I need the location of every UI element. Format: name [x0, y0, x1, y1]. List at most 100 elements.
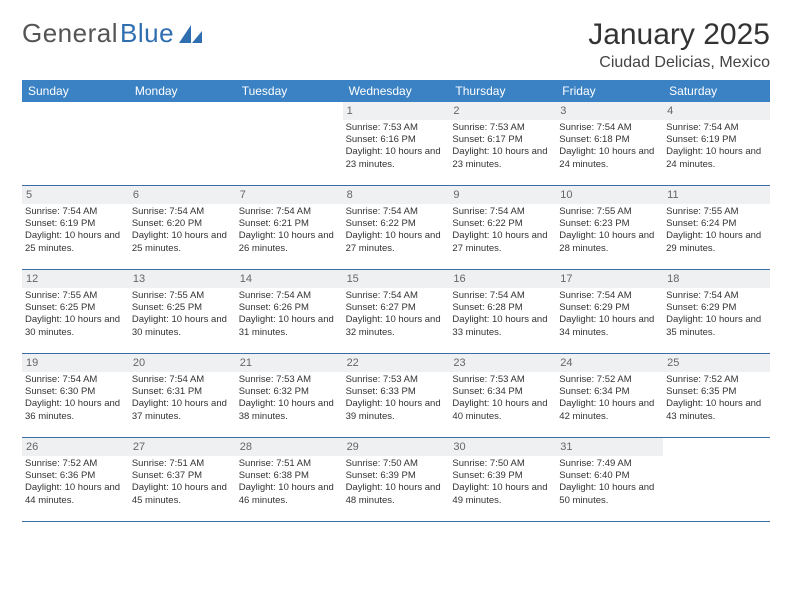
day-detail: Sunrise: 7:54 AMSunset: 6:30 PMDaylight:…: [22, 374, 129, 423]
day-detail: Sunrise: 7:53 AMSunset: 6:16 PMDaylight:…: [343, 122, 450, 171]
calendar-cell: 7Sunrise: 7:54 AMSunset: 6:21 PMDaylight…: [236, 186, 343, 270]
calendar-cell: 19 Sunrise: 7:54 AMSunset: 6:30 PMDayligh…: [22, 354, 129, 438]
day-number: 27: [129, 438, 236, 456]
calendar-cell: 12 Sunrise: 7:55 AMSunset: 6:25 PMDayligh…: [22, 270, 129, 354]
day-detail: Sunrise: 7:54 AMSunset: 6:26 PMDaylight:…: [236, 290, 343, 339]
weekday-header: Sunday Monday Tuesday Wednesday Thursday…: [22, 80, 770, 102]
day-detail: Sunrise: 7:54 AMSunset: 6:28 PMDaylight:…: [449, 290, 556, 339]
day-number: 13: [129, 270, 236, 288]
day-detail: Sunrise: 7:53 AMSunset: 6:33 PMDaylight:…: [343, 374, 450, 423]
calendar-cell: 6 Sunrise: 7:54 AMSunset: 6:20 PMDaylight…: [129, 186, 236, 270]
calendar-cell: 24 Sunrise: 7:52 AMSunset: 6:34 PMDayligh…: [556, 354, 663, 438]
calendar-cell: 17 Sunrise: 7:54 AMSunset: 6:29 PMDayligh…: [556, 270, 663, 354]
weekday-wednesday: Wednesday: [343, 80, 450, 102]
day-number: 12: [22, 270, 129, 288]
calendar-cell: 5 Sunrise: 7:54 AMSunset: 6:19 PMDaylight…: [22, 186, 129, 270]
day-detail: Sunrise: 7:54 AMSunset: 6:22 PMDaylight:…: [449, 206, 556, 255]
day-number: 10: [556, 186, 663, 204]
calendar-cell: 13 Sunrise: 7:55 AMSunset: 6:25 PMDayligh…: [129, 270, 236, 354]
day-number: 5: [22, 186, 129, 204]
calendar-cell: 18 Sunrise: 7:54 AMSunset: 6:29 PMDayligh…: [663, 270, 770, 354]
day-number: 6: [129, 186, 236, 204]
day-number: 14: [236, 270, 343, 288]
day-number: 29: [343, 438, 450, 456]
calendar-cell: 26 Sunrise: 7:52 AMSunset: 6:36 PMDayligh…: [22, 438, 129, 522]
header: GeneralBlue January 2025 Ciudad Delicias…: [22, 18, 770, 72]
day-detail: Sunrise: 7:52 AMSunset: 6:36 PMDaylight:…: [22, 458, 129, 507]
day-detail: Sunrise: 7:55 AMSunset: 6:25 PMDaylight:…: [22, 290, 129, 339]
day-number: 17: [556, 270, 663, 288]
calendar-cell: 27Sunrise: 7:51 AMSunset: 6:37 PMDayligh…: [129, 438, 236, 522]
logo-word1: General: [22, 18, 118, 49]
weekday-monday: Monday: [129, 80, 236, 102]
month-title: January 2025: [588, 18, 770, 52]
logo: GeneralBlue: [22, 18, 204, 49]
calendar-cell: 22 Sunrise: 7:53 AMSunset: 6:33 PMDayligh…: [343, 354, 450, 438]
day-detail: Sunrise: 7:54 AMSunset: 6:20 PMDaylight:…: [129, 206, 236, 255]
day-number: 15: [343, 270, 450, 288]
calendar-cell: [129, 102, 236, 186]
day-detail: Sunrise: 7:55 AMSunset: 6:24 PMDaylight:…: [663, 206, 770, 255]
day-detail: Sunrise: 7:49 AMSunset: 6:40 PMDaylight:…: [556, 458, 663, 507]
day-detail: Sunrise: 7:54 AMSunset: 6:29 PMDaylight:…: [556, 290, 663, 339]
weekday-saturday: Saturday: [663, 80, 770, 102]
calendar-cell: 3 Sunrise: 7:54 AMSunset: 6:18 PMDaylight…: [556, 102, 663, 186]
day-number: 28: [236, 438, 343, 456]
day-number: 25: [663, 354, 770, 372]
day-detail: Sunrise: 7:53 AMSunset: 6:32 PMDaylight:…: [236, 374, 343, 423]
calendar-cell: 20 Sunrise: 7:54 AMSunset: 6:31 PMDayligh…: [129, 354, 236, 438]
title-block: January 2025 Ciudad Delicias, Mexico: [588, 18, 770, 72]
calendar-cell: 8Sunrise: 7:54 AMSunset: 6:22 PMDaylight…: [343, 186, 450, 270]
day-number: 24: [556, 354, 663, 372]
location: Ciudad Delicias, Mexico: [588, 54, 770, 72]
calendar-cell: 21Sunrise: 7:53 AMSunset: 6:32 PMDayligh…: [236, 354, 343, 438]
day-detail: Sunrise: 7:54 AMSunset: 6:19 PMDaylight:…: [22, 206, 129, 255]
calendar-cell: [663, 438, 770, 522]
calendar-cell: 23Sunrise: 7:53 AMSunset: 6:34 PMDayligh…: [449, 354, 556, 438]
day-detail: Sunrise: 7:52 AMSunset: 6:34 PMDaylight:…: [556, 374, 663, 423]
logo-sail-icon: [178, 23, 204, 45]
day-detail: Sunrise: 7:54 AMSunset: 6:29 PMDaylight:…: [663, 290, 770, 339]
day-number: 26: [22, 438, 129, 456]
day-number: 3: [556, 102, 663, 120]
day-detail: Sunrise: 7:54 AMSunset: 6:31 PMDaylight:…: [129, 374, 236, 423]
calendar: Sunday Monday Tuesday Wednesday Thursday…: [22, 80, 770, 522]
day-detail: Sunrise: 7:54 AMSunset: 6:19 PMDaylight:…: [663, 122, 770, 171]
day-detail: Sunrise: 7:54 AMSunset: 6:18 PMDaylight:…: [556, 122, 663, 171]
calendar-cell: 16 Sunrise: 7:54 AMSunset: 6:28 PMDayligh…: [449, 270, 556, 354]
calendar-cell: [236, 102, 343, 186]
day-number: 22: [343, 354, 450, 372]
day-detail: Sunrise: 7:55 AMSunset: 6:25 PMDaylight:…: [129, 290, 236, 339]
day-number: 9: [449, 186, 556, 204]
calendar-cell: 2Sunrise: 7:53 AMSunset: 6:17 PMDaylight…: [449, 102, 556, 186]
day-detail: Sunrise: 7:51 AMSunset: 6:38 PMDaylight:…: [236, 458, 343, 507]
calendar-cell: 30 Sunrise: 7:50 AMSunset: 6:39 PMDayligh…: [449, 438, 556, 522]
day-number: 23: [449, 354, 556, 372]
logo-word2: Blue: [120, 18, 174, 49]
calendar-cell: 25 Sunrise: 7:52 AMSunset: 6:35 PMDayligh…: [663, 354, 770, 438]
calendar-cell: 14 Sunrise: 7:54 AMSunset: 6:26 PMDayligh…: [236, 270, 343, 354]
calendar-cell: 11Sunrise: 7:55 AMSunset: 6:24 PMDayligh…: [663, 186, 770, 270]
day-detail: Sunrise: 7:54 AMSunset: 6:21 PMDaylight:…: [236, 206, 343, 255]
day-detail: Sunrise: 7:52 AMSunset: 6:35 PMDaylight:…: [663, 374, 770, 423]
day-detail: Sunrise: 7:50 AMSunset: 6:39 PMDaylight:…: [343, 458, 450, 507]
day-detail: Sunrise: 7:53 AMSunset: 6:17 PMDaylight:…: [449, 122, 556, 171]
day-number: 16: [449, 270, 556, 288]
day-detail: Sunrise: 7:54 AMSunset: 6:22 PMDaylight:…: [343, 206, 450, 255]
calendar-body: 1 Sunrise: 7:53 AMSunset: 6:16 PMDaylight…: [22, 102, 770, 522]
day-number: 31: [556, 438, 663, 456]
day-number: 19: [22, 354, 129, 372]
day-number: 20: [129, 354, 236, 372]
calendar-cell: 29 Sunrise: 7:50 AMSunset: 6:39 PMDayligh…: [343, 438, 450, 522]
calendar-cell: 15Sunrise: 7:54 AMSunset: 6:27 PMDayligh…: [343, 270, 450, 354]
calendar-cell: 1 Sunrise: 7:53 AMSunset: 6:16 PMDaylight…: [343, 102, 450, 186]
calendar-cell: 31 Sunrise: 7:49 AMSunset: 6:40 PMDayligh…: [556, 438, 663, 522]
weekday-thursday: Thursday: [449, 80, 556, 102]
day-number: 1: [343, 102, 450, 120]
day-detail: Sunrise: 7:50 AMSunset: 6:39 PMDaylight:…: [449, 458, 556, 507]
weekday-friday: Friday: [556, 80, 663, 102]
day-number: 18: [663, 270, 770, 288]
day-detail: Sunrise: 7:55 AMSunset: 6:23 PMDaylight:…: [556, 206, 663, 255]
calendar-cell: 9 Sunrise: 7:54 AMSunset: 6:22 PMDaylight…: [449, 186, 556, 270]
day-number: 30: [449, 438, 556, 456]
